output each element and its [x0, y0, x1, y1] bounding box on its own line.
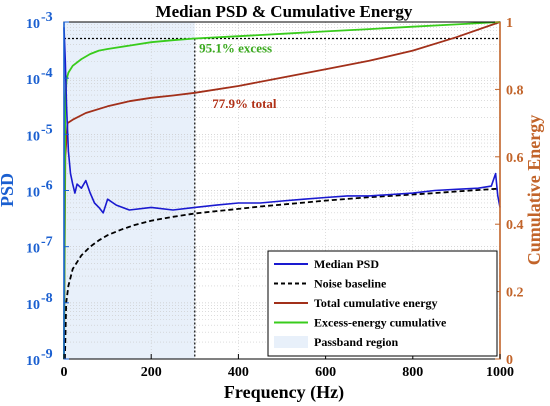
annotation-label: 95.1% excess — [199, 40, 272, 55]
y-left-tick-exponent: -9 — [41, 347, 53, 362]
y-axis-right-label: Cumulative Energy — [524, 115, 544, 266]
y-right-tick-label: 1 — [506, 16, 513, 31]
y-left-tick-exponent: -3 — [41, 10, 53, 25]
y-right-tick-label: 0.8 — [506, 83, 524, 98]
y-left-tick-label: 10 — [26, 186, 40, 201]
y-left-tick-label: 10 — [26, 73, 40, 88]
y-axis-left-label: PSD — [0, 173, 17, 207]
series-excess-energy-cumulative-line — [63, 21, 501, 360]
y-left-tick-exponent: -4 — [41, 66, 53, 81]
legend-swatch-patch — [274, 336, 308, 348]
y-left-tick-label: 10 — [26, 298, 40, 313]
x-axis-label: Frequency (Hz) — [224, 382, 344, 403]
x-tick-label: 600 — [315, 365, 336, 380]
y-left-tick-exponent: -8 — [41, 291, 53, 306]
legend-entry-label: Excess-energy cumulative — [314, 316, 447, 330]
y-left-tick-label: 10 — [26, 17, 40, 32]
x-tick-label: 0 — [61, 365, 68, 380]
legend-entry-label: Total cumulative energy — [314, 296, 438, 310]
annotation-label: 77.9% total — [212, 96, 277, 111]
y-left-tick-exponent: -7 — [41, 235, 53, 250]
y-left-tick-label: 10 — [26, 354, 40, 369]
y-left-tick-exponent: -6 — [41, 179, 53, 194]
x-tick-label: 200 — [141, 365, 162, 380]
legend: Median PSD Noise baseline Total cumulative… — [267, 250, 498, 357]
y-right-tick-label: 0 — [506, 353, 513, 368]
x-tick-label: 1000 — [486, 365, 514, 380]
series-total-cumulative-energy-line — [63, 21, 501, 360]
y-right-tick-label: 0.4 — [506, 218, 524, 233]
series-noise-baseline-line — [64, 187, 501, 360]
y-left-tick-label: 10 — [26, 242, 40, 257]
legend-entry-label: Passband region — [314, 335, 398, 349]
y-left-tick-exponent: -5 — [41, 122, 53, 137]
x-tick-label: 800 — [402, 365, 423, 380]
legend-entry-label: Median PSD — [314, 257, 379, 271]
y-left-tick-label: 10 — [26, 129, 40, 144]
y-right-tick-label: 0.2 — [506, 286, 524, 301]
chart-title: Median PSD & Cumulative Energy — [156, 2, 413, 21]
series-median-psd-line — [63, 27, 501, 214]
x-tick-label: 400 — [228, 365, 249, 380]
legend-entry-label: Noise baseline — [314, 277, 387, 291]
y-right-tick-label: 0.6 — [506, 151, 524, 166]
